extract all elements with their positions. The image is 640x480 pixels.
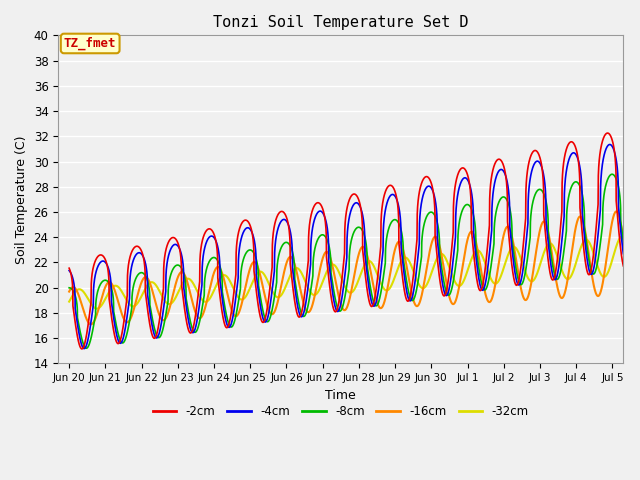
-2cm bbox=[78, 346, 86, 352]
-8cm bbox=[83, 345, 90, 351]
Line: -2cm: -2cm bbox=[69, 133, 630, 349]
-32cm bbox=[526, 278, 534, 284]
-32cm bbox=[468, 256, 476, 262]
Y-axis label: Soil Temperature (C): Soil Temperature (C) bbox=[15, 135, 28, 264]
-2cm bbox=[526, 155, 534, 161]
-16cm bbox=[214, 264, 221, 270]
-2cm bbox=[108, 316, 116, 322]
-4cm bbox=[234, 275, 242, 281]
-4cm bbox=[65, 268, 73, 274]
Line: -8cm: -8cm bbox=[69, 174, 630, 348]
-8cm bbox=[108, 287, 116, 292]
-8cm bbox=[234, 300, 242, 306]
-8cm bbox=[526, 236, 534, 241]
-4cm bbox=[578, 178, 586, 184]
-2cm bbox=[65, 265, 73, 271]
-8cm bbox=[578, 188, 586, 194]
Line: -4cm: -4cm bbox=[69, 144, 630, 348]
Legend: -2cm, -4cm, -8cm, -16cm, -32cm: -2cm, -4cm, -8cm, -16cm, -32cm bbox=[148, 401, 534, 423]
-16cm bbox=[87, 322, 95, 327]
Text: TZ_fmet: TZ_fmet bbox=[64, 37, 116, 50]
-16cm bbox=[468, 229, 476, 235]
-32cm bbox=[93, 306, 100, 312]
-4cm bbox=[468, 190, 476, 195]
-16cm bbox=[627, 282, 634, 288]
-32cm bbox=[618, 233, 626, 239]
-2cm bbox=[234, 231, 242, 237]
-32cm bbox=[108, 285, 116, 291]
-2cm bbox=[468, 228, 476, 233]
-8cm bbox=[468, 206, 476, 212]
-4cm bbox=[526, 177, 534, 182]
-16cm bbox=[578, 215, 586, 220]
-32cm bbox=[627, 250, 634, 255]
-4cm bbox=[214, 244, 221, 250]
-8cm bbox=[627, 265, 634, 271]
-4cm bbox=[627, 258, 634, 264]
-16cm bbox=[65, 288, 73, 294]
Title: Tonzi Soil Temperature Set D: Tonzi Soil Temperature Set D bbox=[213, 15, 468, 30]
-2cm bbox=[627, 240, 634, 245]
-4cm bbox=[606, 142, 614, 147]
-2cm bbox=[578, 222, 586, 228]
X-axis label: Time: Time bbox=[325, 389, 356, 402]
-2cm bbox=[604, 130, 611, 136]
-8cm bbox=[65, 285, 73, 291]
-4cm bbox=[80, 346, 88, 351]
-16cm bbox=[526, 287, 534, 292]
-8cm bbox=[608, 171, 616, 177]
-32cm bbox=[65, 299, 73, 304]
-32cm bbox=[234, 294, 242, 300]
Line: -16cm: -16cm bbox=[69, 212, 630, 324]
-4cm bbox=[108, 301, 116, 307]
-8cm bbox=[214, 258, 221, 264]
-32cm bbox=[214, 279, 221, 285]
Line: -32cm: -32cm bbox=[69, 236, 630, 309]
-16cm bbox=[612, 209, 620, 215]
-16cm bbox=[234, 311, 242, 317]
-32cm bbox=[578, 243, 586, 249]
-2cm bbox=[214, 275, 221, 281]
-16cm bbox=[108, 281, 116, 287]
